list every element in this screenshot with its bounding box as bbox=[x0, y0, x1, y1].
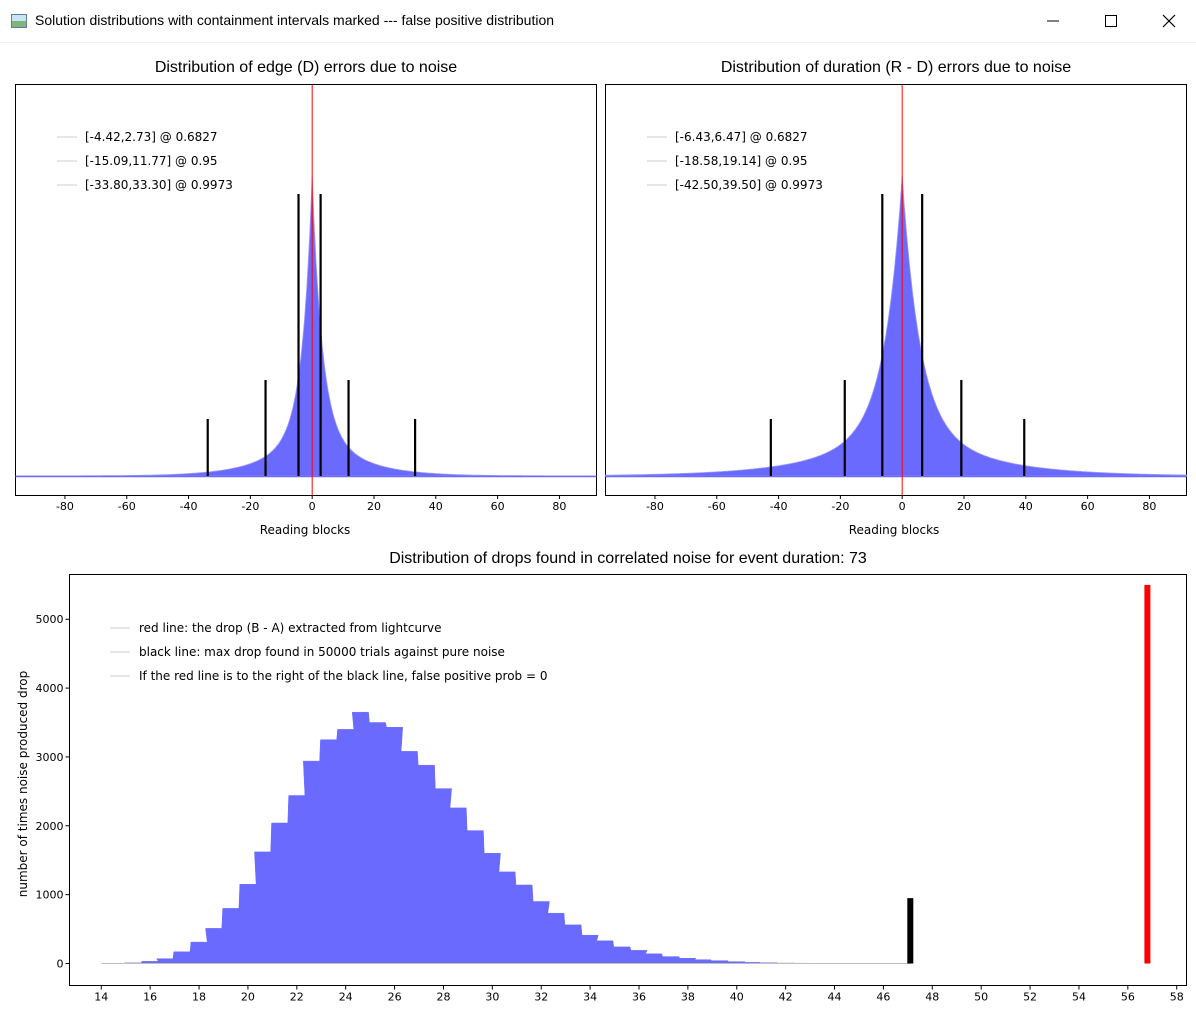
drop-distribution-histogram[interactable]: red line: the drop (B - A) extracted fro… bbox=[0, 574, 1196, 1012]
plot1-legend-entry: [-15.09,11.77] @ 0.95 bbox=[57, 154, 218, 168]
x-tick-label: -20 bbox=[241, 500, 259, 513]
x-tick-label: -40 bbox=[180, 500, 198, 513]
x-tick-label: 36 bbox=[632, 991, 646, 1004]
x-tick-label: 48 bbox=[925, 991, 939, 1004]
y-tick-label: 5000 bbox=[36, 613, 64, 626]
legend-label: [-18.58,19.14] @ 0.95 bbox=[675, 154, 808, 168]
minimize-icon bbox=[1047, 20, 1059, 22]
plot3-legend-entry: black line: max drop found in 50000 tria… bbox=[110, 645, 505, 659]
plot2-data-area bbox=[605, 85, 1187, 495]
x-tick-label: 54 bbox=[1072, 991, 1086, 1004]
x-tick-label: 52 bbox=[1023, 991, 1037, 1004]
plot2-legend-entry: [-6.43,6.47] @ 0.6827 bbox=[647, 130, 808, 144]
close-button[interactable] bbox=[1140, 0, 1196, 42]
y-tick-label: 3000 bbox=[36, 751, 64, 764]
edge-error-histogram[interactable]: [-4.42,2.73] @ 0.6827 [-15.09,11.77] @ 0.… bbox=[15, 84, 597, 541]
y-tick-label: 0 bbox=[57, 957, 64, 970]
y-tick-label: 4000 bbox=[36, 682, 64, 695]
x-tick-label: 56 bbox=[1121, 991, 1135, 1004]
x-tick-label: 22 bbox=[290, 991, 304, 1004]
plot2-legend-entry: [-18.58,19.14] @ 0.95 bbox=[647, 154, 808, 168]
plot2-title: Distribution of duration (R - D) errors … bbox=[720, 59, 1072, 76]
legend-label: black line: max drop found in 50000 tria… bbox=[139, 645, 505, 659]
x-tick-label: 38 bbox=[681, 991, 695, 1004]
x-tick-label: 0 bbox=[899, 500, 906, 513]
x-tick-label: 80 bbox=[1142, 500, 1156, 513]
maximize-icon bbox=[1105, 15, 1117, 27]
legend-label: [-42.50,39.50] @ 0.9973 bbox=[675, 178, 823, 192]
legend-label: [-6.43,6.47] @ 0.6827 bbox=[675, 130, 808, 144]
plot2-distribution-fill bbox=[605, 175, 1187, 477]
x-tick-label: 40 bbox=[730, 991, 744, 1004]
x-tick-label: 80 bbox=[552, 500, 566, 513]
x-tick-label: 28 bbox=[436, 991, 450, 1004]
y-tick-label: 2000 bbox=[36, 820, 64, 833]
x-tick-label: 16 bbox=[143, 991, 157, 1004]
x-tick-label: -20 bbox=[831, 500, 849, 513]
legend-label: red line: the drop (B - A) extracted fro… bbox=[139, 621, 441, 635]
window-title: Solution distributions with containment … bbox=[35, 12, 555, 28]
plot1-legend-entry: [-33.80,33.30] @ 0.9973 bbox=[57, 178, 233, 192]
x-tick-label: 20 bbox=[957, 500, 971, 513]
x-tick-label: -40 bbox=[770, 500, 788, 513]
x-tick-label: -60 bbox=[708, 500, 726, 513]
plot1-data-area bbox=[15, 85, 597, 495]
x-tick-label: 44 bbox=[828, 991, 842, 1004]
x-tick-label: -80 bbox=[56, 500, 74, 513]
y-tick-label: 1000 bbox=[36, 889, 64, 902]
x-tick-label: 60 bbox=[1081, 500, 1095, 513]
x-tick-label: 58 bbox=[1170, 991, 1184, 1004]
x-tick-label: 40 bbox=[1019, 500, 1033, 513]
x-tick-label: 30 bbox=[485, 991, 499, 1004]
legend-label: [-15.09,11.77] @ 0.95 bbox=[85, 154, 218, 168]
legend-label: [-33.80,33.30] @ 0.9973 bbox=[85, 178, 233, 192]
x-tick-label: 46 bbox=[876, 991, 890, 1004]
plot3-legend-entry: If the red line is to the right of the b… bbox=[110, 669, 547, 683]
app-icon bbox=[11, 14, 27, 28]
plot3-ylabel: number of times noise produced drop bbox=[16, 671, 30, 897]
x-tick-label: 26 bbox=[388, 991, 402, 1004]
maximize-button[interactable] bbox=[1082, 0, 1140, 42]
x-tick-label: -80 bbox=[646, 500, 664, 513]
x-tick-label: -60 bbox=[118, 500, 136, 513]
minimize-button[interactable] bbox=[1024, 0, 1082, 42]
plot1-xlabel: Reading blocks bbox=[260, 523, 351, 537]
legend-label: If the red line is to the right of the b… bbox=[139, 669, 547, 683]
x-tick-label: 20 bbox=[367, 500, 381, 513]
plot2-legend-entry: [-42.50,39.50] @ 0.9973 bbox=[647, 178, 823, 192]
x-tick-label: 42 bbox=[779, 991, 793, 1004]
duration-error-histogram[interactable]: [-6.43,6.47] @ 0.6827 [-18.58,19.14] @ 0.… bbox=[605, 84, 1187, 541]
plot1-title: Distribution of edge (D) errors due to n… bbox=[154, 59, 458, 76]
x-tick-label: 32 bbox=[534, 991, 548, 1004]
x-tick-label: 50 bbox=[974, 991, 988, 1004]
plot1-distribution-fill bbox=[15, 175, 597, 477]
legend-label: [-4.42,2.73] @ 0.6827 bbox=[85, 130, 218, 144]
x-tick-label: 0 bbox=[309, 500, 316, 513]
close-icon bbox=[1162, 14, 1176, 28]
x-tick-label: 60 bbox=[491, 500, 505, 513]
x-tick-label: 40 bbox=[429, 500, 443, 513]
x-tick-label: 20 bbox=[241, 991, 255, 1004]
x-tick-label: 18 bbox=[192, 991, 206, 1004]
plot3-title: Distribution of drops found in correlate… bbox=[389, 550, 867, 567]
x-tick-label: 24 bbox=[339, 991, 353, 1004]
plot3-legend-entry: red line: the drop (B - A) extracted fro… bbox=[110, 621, 441, 635]
x-tick-label: 34 bbox=[583, 991, 597, 1004]
x-tick-label: 14 bbox=[94, 991, 108, 1004]
plot1-legend-entry: [-4.42,2.73] @ 0.6827 bbox=[57, 130, 218, 144]
window-titlebar: Solution distributions with containment … bbox=[0, 0, 1196, 43]
plot2-xlabel: Reading blocks bbox=[849, 523, 940, 537]
